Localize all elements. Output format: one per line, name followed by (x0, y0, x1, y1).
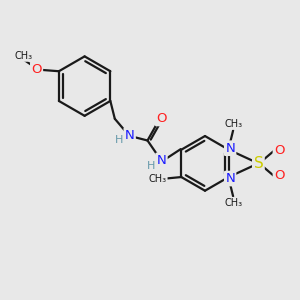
Text: H: H (115, 136, 123, 146)
Text: N: N (157, 154, 166, 167)
Text: S: S (254, 156, 263, 171)
Text: O: O (274, 169, 284, 182)
Text: O: O (156, 112, 167, 125)
Text: CH₃: CH₃ (225, 119, 243, 129)
Text: N: N (225, 142, 235, 155)
Text: N: N (125, 129, 134, 142)
Text: N: N (225, 172, 235, 185)
Text: O: O (274, 144, 284, 158)
Text: O: O (31, 63, 42, 76)
Text: CH₃: CH₃ (225, 198, 243, 208)
Text: CH₃: CH₃ (148, 173, 166, 184)
Text: H: H (147, 161, 156, 171)
Text: CH₃: CH₃ (14, 51, 32, 61)
